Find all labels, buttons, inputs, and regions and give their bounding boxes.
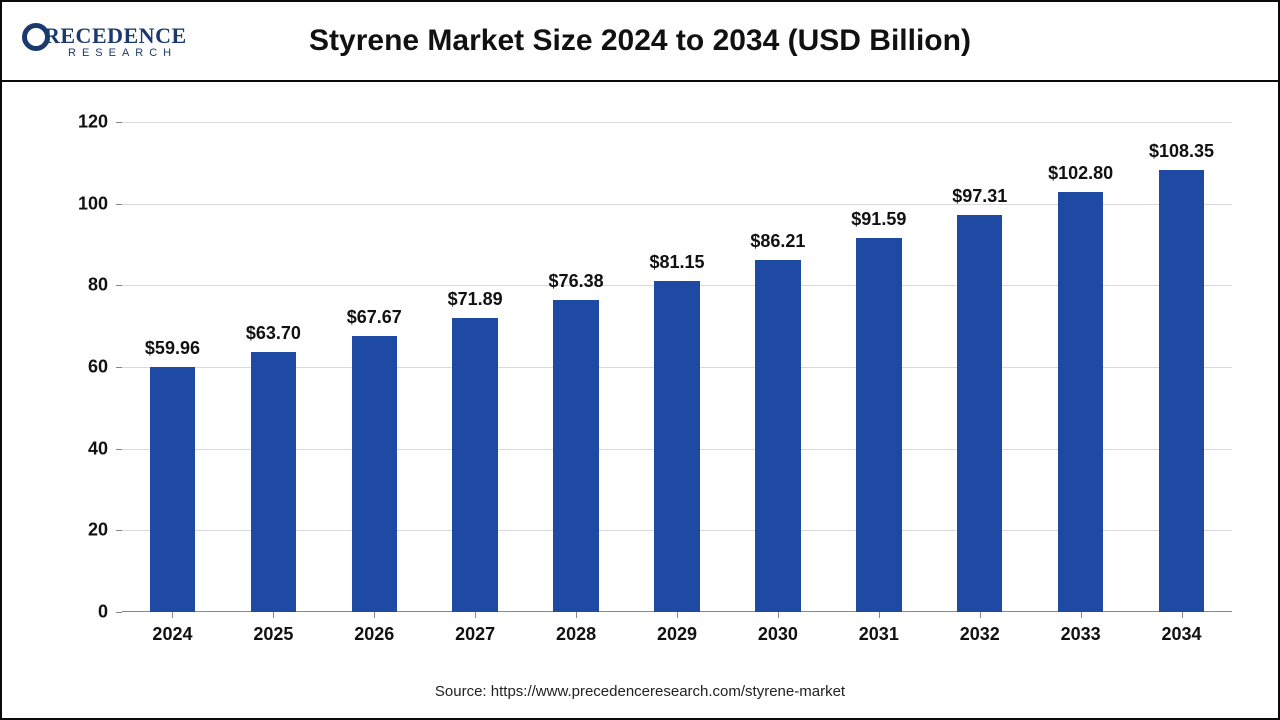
source-citation: Source: https://www.precedenceresearch.c… bbox=[2, 683, 1278, 700]
x-tick-mark bbox=[273, 612, 274, 618]
y-tick-label: 120 bbox=[78, 112, 108, 133]
x-tick-label: 2027 bbox=[455, 624, 495, 645]
bar: $102.80 bbox=[1058, 192, 1103, 612]
x-tick-label: 2026 bbox=[354, 624, 394, 645]
x-tick-label: 2029 bbox=[657, 624, 697, 645]
bar-value-label: $108.35 bbox=[1149, 141, 1214, 162]
y-tick-label: 80 bbox=[88, 275, 108, 296]
y-tick-mark bbox=[116, 367, 122, 368]
bar-value-label: $59.96 bbox=[145, 338, 200, 359]
x-tick-mark bbox=[374, 612, 375, 618]
bar-value-label: $81.15 bbox=[649, 252, 704, 273]
bar-value-label: $86.21 bbox=[750, 231, 805, 252]
bar-value-label: $76.38 bbox=[549, 271, 604, 292]
y-tick-label: 60 bbox=[88, 357, 108, 378]
y-tick-mark bbox=[116, 122, 122, 123]
bar: $63.70 bbox=[251, 352, 296, 612]
plot-region: 020406080100120$59.962024$63.702025$67.6… bbox=[122, 122, 1232, 612]
bar-value-label: $97.31 bbox=[952, 186, 1007, 207]
x-tick-mark bbox=[172, 612, 173, 618]
x-tick-mark bbox=[879, 612, 880, 618]
x-tick-mark bbox=[1081, 612, 1082, 618]
bar-value-label: $71.89 bbox=[448, 289, 503, 310]
gridline bbox=[122, 122, 1232, 123]
y-tick-label: 40 bbox=[88, 438, 108, 459]
y-tick-mark bbox=[116, 449, 122, 450]
bar: $71.89 bbox=[452, 318, 497, 612]
bar: $81.15 bbox=[654, 281, 699, 612]
x-tick-label: 2032 bbox=[960, 624, 1000, 645]
y-tick-mark bbox=[116, 285, 122, 286]
x-tick-mark bbox=[980, 612, 981, 618]
x-tick-mark bbox=[576, 612, 577, 618]
bar-value-label: $91.59 bbox=[851, 209, 906, 230]
x-tick-label: 2031 bbox=[859, 624, 899, 645]
x-tick-mark bbox=[778, 612, 779, 618]
bar: $59.96 bbox=[150, 367, 195, 612]
bar: $97.31 bbox=[957, 215, 1002, 612]
x-tick-label: 2028 bbox=[556, 624, 596, 645]
x-tick-mark bbox=[677, 612, 678, 618]
bar: $86.21 bbox=[755, 260, 800, 612]
x-tick-label: 2034 bbox=[1162, 624, 1202, 645]
x-tick-label: 2030 bbox=[758, 624, 798, 645]
y-tick-label: 100 bbox=[78, 193, 108, 214]
y-tick-mark bbox=[116, 204, 122, 205]
x-tick-label: 2033 bbox=[1061, 624, 1101, 645]
y-tick-mark bbox=[116, 530, 122, 531]
bar-value-label: $63.70 bbox=[246, 323, 301, 344]
bar: $76.38 bbox=[553, 300, 598, 612]
chart-title: Styrene Market Size 2024 to 2034 (USD Bi… bbox=[2, 24, 1278, 58]
x-tick-mark bbox=[1182, 612, 1183, 618]
x-tick-label: 2024 bbox=[152, 624, 192, 645]
x-tick-mark bbox=[475, 612, 476, 618]
y-tick-mark bbox=[116, 612, 122, 613]
bar-value-label: $102.80 bbox=[1048, 163, 1113, 184]
y-tick-label: 20 bbox=[88, 520, 108, 541]
header-band: RECEDENCE RESEARCH Styrene Market Size 2… bbox=[2, 2, 1278, 82]
bar-value-label: $67.67 bbox=[347, 307, 402, 328]
x-tick-label: 2025 bbox=[253, 624, 293, 645]
bar: $91.59 bbox=[856, 238, 901, 612]
bar: $108.35 bbox=[1159, 170, 1204, 612]
bar: $67.67 bbox=[352, 336, 397, 612]
y-tick-label: 0 bbox=[98, 602, 108, 623]
chart-frame: RECEDENCE RESEARCH Styrene Market Size 2… bbox=[0, 0, 1280, 720]
